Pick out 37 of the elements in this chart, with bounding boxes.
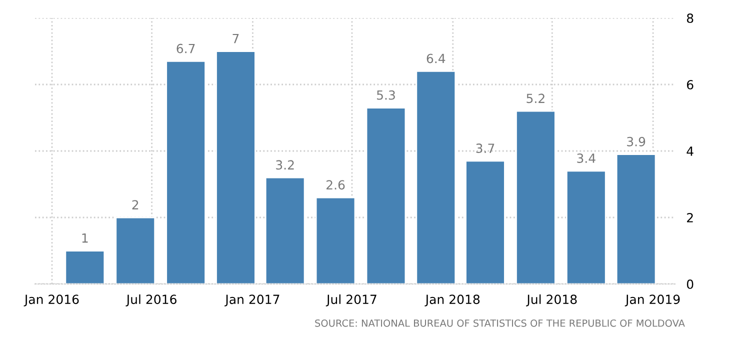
bar [216, 50, 256, 284]
x-tick-label: Jan 2019 [624, 294, 680, 306]
bar [566, 170, 606, 284]
data-label: 3.9 [627, 136, 646, 146]
data-label: 5.2 [526, 94, 544, 104]
data-label: 6.4 [426, 54, 446, 64]
x-tick-label: Jul 2017 [326, 294, 376, 306]
y-tick-label: 8 [686, 13, 694, 23]
bar [264, 176, 306, 284]
y-tick-label: 6 [686, 80, 694, 90]
y-tick-label: 2 [687, 212, 693, 222]
x-tick-label: Jan 2016 [24, 294, 79, 306]
bar [64, 250, 106, 284]
bar [616, 154, 656, 284]
data-label: 7 [232, 34, 239, 44]
bar [416, 70, 456, 284]
x-tick-label: Jul 2016 [126, 294, 176, 306]
bar [465, 160, 506, 284]
data-label: 1 [82, 233, 88, 243]
data-label: 2.6 [326, 180, 345, 190]
bar [315, 196, 356, 284]
x-tick-label: Jul 2018 [526, 294, 577, 306]
y-tick-label: 0 [686, 279, 694, 289]
bar [115, 216, 156, 284]
x-tick-label: Jan 2017 [224, 294, 280, 306]
bar [166, 60, 206, 284]
bar [516, 110, 556, 284]
data-label: 3.7 [476, 144, 494, 153]
data-label: 5.3 [377, 90, 395, 100]
data-label: 3.4 [577, 154, 596, 163]
source-note: SOURCE: NATIONAL BUREAU OF STATISTICS OF THE REPUBLIC OF MOLDOVA [315, 319, 685, 327]
y-tick-label: 4 [686, 146, 694, 156]
x-tick-label: Jan 2018 [424, 294, 480, 306]
bar [366, 107, 406, 284]
data-label: 3.2 [276, 160, 294, 170]
data-label: 2 [132, 200, 138, 210]
data-label: 6.7 [176, 44, 195, 54]
